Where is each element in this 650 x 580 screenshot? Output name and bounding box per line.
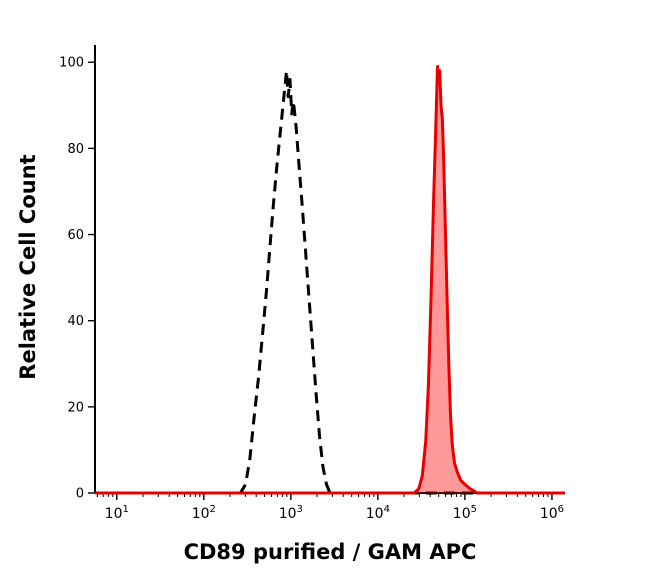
y-tick-label: 60 xyxy=(67,228,84,243)
x-axis-title: CD89 purified / GAM APC xyxy=(183,540,477,564)
x-tick-label: 105 xyxy=(453,504,477,522)
x-tick-label: 101 xyxy=(105,504,129,522)
x-tick-label: 104 xyxy=(366,504,390,522)
y-tick-label: 20 xyxy=(67,400,84,415)
y-tick-label: 80 xyxy=(67,142,84,157)
series-line-1 xyxy=(95,65,565,495)
x-tick-label: 103 xyxy=(279,504,303,522)
y-tick-label: 0 xyxy=(76,487,84,502)
y-axis-title: Relative Cell Count xyxy=(16,154,40,380)
x-tick-label: 106 xyxy=(540,504,564,522)
x-tick-label: 102 xyxy=(192,504,216,522)
series-line-0 xyxy=(95,69,565,495)
y-tick-label: 100 xyxy=(59,56,84,71)
series-fill-1 xyxy=(95,66,565,493)
y-tick-label: 40 xyxy=(67,314,84,329)
